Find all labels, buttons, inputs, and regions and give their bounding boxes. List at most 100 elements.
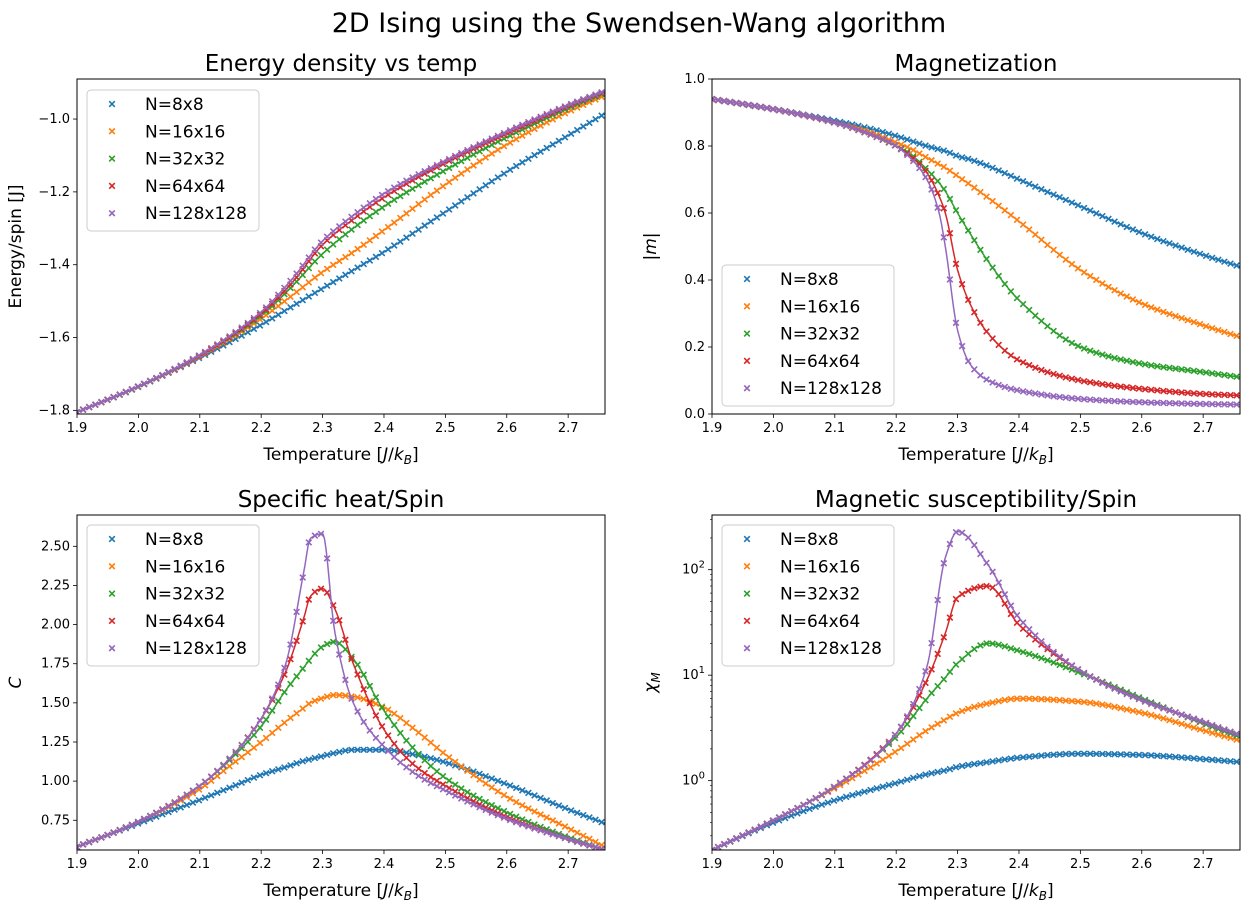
data-point bbox=[116, 826, 124, 834]
data-point bbox=[983, 162, 990, 169]
data-point bbox=[226, 784, 233, 792]
data-point bbox=[891, 731, 899, 739]
data-point bbox=[983, 193, 990, 200]
data-point bbox=[427, 739, 435, 747]
data-point bbox=[1025, 306, 1033, 314]
data-point bbox=[207, 791, 215, 799]
data-point bbox=[433, 171, 441, 179]
data-point bbox=[323, 233, 331, 241]
data-point bbox=[1013, 695, 1021, 702]
data-point bbox=[482, 780, 490, 787]
data-point bbox=[1178, 244, 1186, 251]
data-point bbox=[366, 727, 374, 734]
data-point bbox=[903, 740, 911, 748]
data-point bbox=[1117, 750, 1125, 758]
data-point bbox=[964, 761, 972, 769]
data-point bbox=[1038, 185, 1045, 193]
data-point bbox=[537, 827, 544, 834]
axes-frame bbox=[711, 514, 1241, 851]
data-point bbox=[244, 321, 252, 328]
data-point bbox=[897, 146, 905, 153]
data-point bbox=[958, 655, 966, 663]
data-point bbox=[934, 768, 942, 776]
data-point bbox=[769, 105, 777, 113]
data-point bbox=[293, 608, 300, 616]
data-point bbox=[1111, 286, 1118, 294]
data-point bbox=[262, 706, 270, 714]
data-point bbox=[317, 585, 325, 593]
data-point bbox=[287, 762, 294, 769]
data-point bbox=[940, 204, 948, 212]
data-point bbox=[1019, 695, 1027, 702]
data-point bbox=[335, 651, 343, 658]
data-point bbox=[1111, 685, 1118, 693]
data-point bbox=[1092, 396, 1100, 404]
data-point bbox=[494, 804, 502, 812]
data-point bbox=[281, 719, 288, 727]
data-point bbox=[555, 802, 563, 809]
legend-marker bbox=[108, 209, 116, 217]
data-point bbox=[897, 778, 905, 785]
data-point bbox=[1160, 387, 1167, 395]
data-point bbox=[433, 756, 441, 764]
data-point bbox=[335, 275, 343, 282]
data-point bbox=[323, 640, 331, 648]
legend-marker bbox=[108, 617, 116, 625]
data-point bbox=[897, 134, 905, 141]
legend-item-n-32x32: N=32x32 bbox=[108, 585, 225, 605]
data-point bbox=[579, 123, 587, 130]
data-point bbox=[1031, 752, 1039, 760]
data-point bbox=[1233, 758, 1240, 766]
data-point bbox=[1111, 397, 1118, 405]
data-point bbox=[390, 747, 398, 754]
data-point bbox=[903, 720, 911, 728]
data-point bbox=[335, 691, 343, 699]
data-point bbox=[1208, 254, 1216, 262]
data-point bbox=[457, 157, 465, 165]
data-point bbox=[1178, 720, 1186, 728]
x-tick-label: 1.9 bbox=[67, 421, 88, 436]
data-point bbox=[409, 185, 416, 193]
data-point bbox=[1227, 401, 1234, 408]
data-point bbox=[342, 747, 349, 755]
data-point bbox=[800, 801, 807, 809]
data-point bbox=[329, 261, 337, 269]
data-point bbox=[451, 174, 459, 182]
data-point bbox=[226, 332, 233, 340]
data-point bbox=[256, 309, 264, 317]
data-point bbox=[1123, 706, 1131, 713]
data-point bbox=[1044, 696, 1051, 703]
data-point bbox=[531, 808, 538, 815]
data-point bbox=[427, 762, 435, 770]
data-point bbox=[1135, 398, 1143, 406]
data-point bbox=[220, 761, 227, 769]
data-point bbox=[506, 795, 514, 803]
x-tick-label: 2.2 bbox=[251, 421, 272, 436]
data-point bbox=[561, 133, 569, 141]
data-point bbox=[1172, 399, 1179, 407]
data-point bbox=[390, 242, 398, 249]
data-point bbox=[85, 403, 93, 411]
data-point bbox=[1056, 393, 1064, 401]
data-point bbox=[1214, 731, 1222, 738]
series-n-8x8 bbox=[712, 95, 1240, 269]
data-point bbox=[403, 177, 410, 185]
data-point bbox=[1129, 226, 1137, 233]
data-point bbox=[250, 316, 258, 324]
data-point bbox=[1086, 347, 1094, 355]
data-point bbox=[287, 641, 294, 648]
data-point bbox=[989, 568, 996, 576]
y-tick-label: 102 bbox=[682, 560, 705, 578]
data-point bbox=[384, 747, 392, 755]
data-point bbox=[311, 246, 319, 254]
data-point bbox=[1068, 697, 1076, 705]
data-point bbox=[396, 214, 404, 222]
data-point bbox=[464, 154, 471, 162]
data-point bbox=[1062, 373, 1070, 381]
data-point bbox=[488, 775, 496, 782]
data-point bbox=[1178, 389, 1186, 396]
data-point bbox=[983, 758, 990, 766]
data-point bbox=[201, 348, 209, 356]
data-point bbox=[1227, 757, 1234, 765]
data-point bbox=[378, 228, 386, 235]
